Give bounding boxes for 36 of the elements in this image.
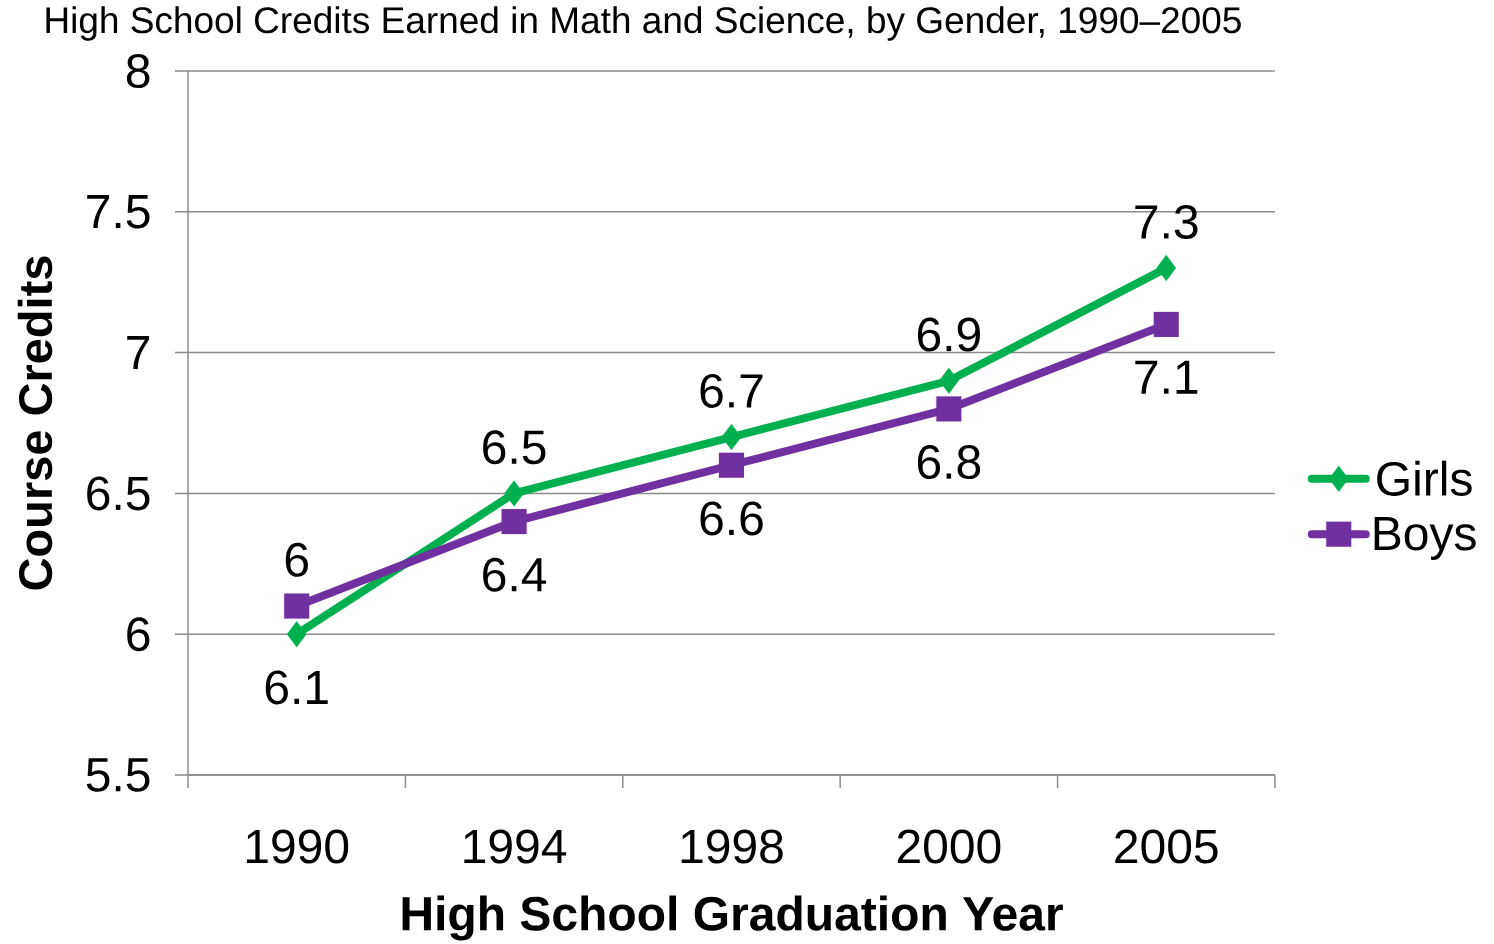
data-label: 6.4: [483, 557, 547, 592]
data-label: 7.3: [1135, 204, 1198, 239]
legend-label: Girls: [1377, 460, 1472, 496]
x-tick-label: 1998: [681, 829, 783, 864]
point: [718, 452, 745, 478]
point: [1156, 255, 1177, 282]
data-label: 6.9: [917, 317, 980, 352]
x-tick-label: 1990: [246, 829, 349, 864]
data-label: 6.7: [700, 373, 763, 408]
x-tick-label: 2000: [897, 829, 1001, 864]
y-tick-label: 8: [126, 54, 150, 88]
point: [284, 593, 310, 619]
point: [1153, 311, 1179, 337]
y-axis-title: Course Credits: [17, 256, 53, 590]
data-label: 6.1: [265, 670, 328, 705]
y-tick-label: 7: [127, 336, 150, 370]
y-tick-label: 6.5: [87, 476, 150, 511]
point: [286, 621, 307, 648]
point: [721, 424, 742, 451]
data-label: 7.1: [1135, 360, 1198, 394]
data-label: 6.5: [483, 430, 546, 465]
point: [504, 480, 524, 507]
point: [501, 509, 527, 535]
data-label: 6.6: [700, 501, 763, 536]
y-tick-label: 6: [127, 617, 150, 652]
data-label: 6.8: [917, 445, 981, 480]
point: [939, 367, 959, 394]
point: [936, 396, 962, 422]
data-label: 6: [285, 542, 308, 577]
chart-title: High School Credits Earned in Math and Science, by Gender, 1990–2005: [46, 6, 1241, 41]
y-tick-label: 5.5: [86, 758, 150, 792]
legend-label: Boys: [1374, 516, 1476, 560]
x-tick-label: 1994: [464, 829, 567, 864]
x-tick-label: 2005: [1115, 829, 1218, 864]
y-tick-label: 7.5: [87, 195, 150, 229]
x-axis-title: High School Graduation Year: [402, 895, 1063, 941]
